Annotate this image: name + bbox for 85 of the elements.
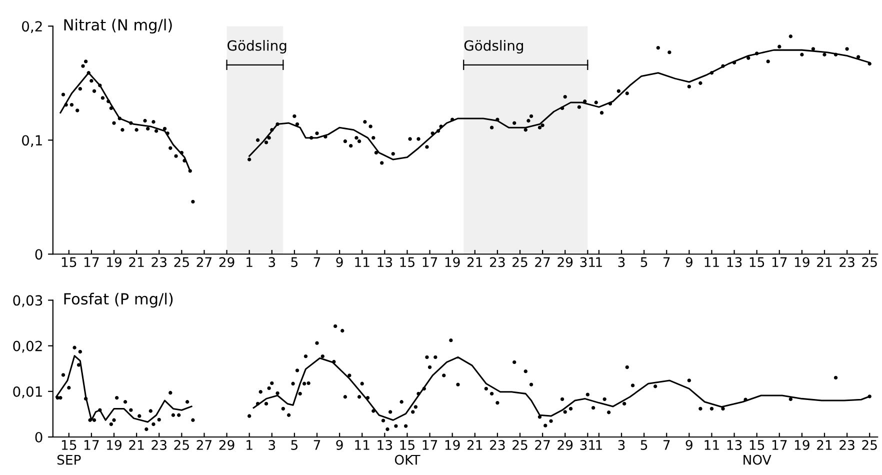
x-tick-label: 9 [336,257,343,268]
chart-title: Nitrat (N mg/l) [64,18,172,34]
x-tick-label: 23 [152,440,166,450]
x-tick-label: 7 [663,440,670,450]
x-tick-label: 1 [246,440,252,450]
band-label: Gödsling [464,40,523,54]
x-tick-label: 7 [314,440,320,450]
x-tick-label: 29 [219,257,234,268]
x-tick-label: 5 [640,257,648,268]
x-tick-label: 17 [422,440,438,450]
x-tick-label: 3 [268,257,276,268]
x-tick-label: 25 [512,440,528,450]
x-tick-label: 13 [378,257,392,268]
x-tick-label: 11 [355,257,370,267]
y-tick-label: 0,02 [13,340,42,353]
x-tick-label: 17 [772,257,787,267]
x-tick-label: 7 [314,257,320,267]
x-tick-label: 3 [618,440,625,450]
x-tick-label: 25 [174,257,189,268]
x-tick-label: 21 [817,257,832,267]
x-tick-label: 25 [862,440,877,450]
x-tick-label: 9 [336,440,343,450]
y-tick-label: 0,03 [13,295,42,308]
x-tick-label: 17 [772,440,787,450]
x-tick-label: 13 [378,440,392,450]
x-tick-label: 9 [686,440,692,450]
x-tick-label: 21 [817,440,832,450]
x-tick-label: 21 [129,440,144,450]
x-tick-label: 5 [291,440,298,450]
x-tick-label: 5 [291,257,298,268]
x-tick-label: 27 [535,257,550,267]
x-tick-label: 23 [840,257,854,268]
band-label: Gödsling [228,40,286,54]
x-tick-label: 27 [196,440,212,450]
x-tick-label: 23 [152,257,166,268]
x-tick-label: 27 [535,440,550,450]
y-tick-label: 0 [35,432,42,442]
x-tick-label: 11 [355,440,370,450]
x-tick-label: 25 [512,257,528,268]
y-tick-label: 0,1 [22,135,42,148]
y-tick-label: 0,2 [22,21,42,34]
x-tick-label: 31 [580,257,595,268]
x-tick-label: 17 [84,440,99,450]
x-tick-label: 1 [246,257,252,267]
x-tick-label: 21 [467,257,482,267]
x-tick-label: 15 [750,257,764,268]
x-tick-label: 29 [558,440,573,450]
y-tick-label: 0,01 [13,386,42,398]
x-tick-label: 17 [422,257,438,267]
x-tick-label: 29 [558,257,573,268]
x-tick-label: 5 [640,440,648,450]
x-tick-label: 15 OKT [394,440,420,465]
x-tick-label: 29 [219,440,234,450]
x-tick-label: 11 [704,440,719,450]
x-tick-label: 1 [596,257,602,267]
x-tick-label: 7 [663,257,670,267]
x-tick-label: 13 [727,440,742,450]
chart-title: Fosfat (P mg/l) [64,292,173,308]
x-tick-label: 1 [596,440,602,450]
x-tick-label: 21 [129,257,144,267]
x-tick-label: 9 [686,257,692,268]
x-tick-label: 15 NOV [744,440,772,465]
x-tick-label: 23 [490,257,505,268]
x-tick-label: 15 [62,257,76,268]
x-tick-label: 25 [862,257,877,268]
x-tick-label: 15 [400,257,414,268]
x-tick-label: 3 [268,440,276,450]
x-tick-label: 23 [840,440,854,450]
x-tick-label: 15 SEP [57,440,81,465]
x-tick-label: 27 [196,257,212,267]
x-tick-label: 19 [445,257,460,268]
x-tick-label: 19 [107,257,122,268]
y-tick-label: 0 [35,249,42,260]
x-tick-label: 19 [794,257,810,268]
x-tick-label: 23 [490,440,505,450]
x-tick-label: 13 [727,257,742,268]
x-tick-label: 19 [445,440,460,450]
x-tick-label: 19 [107,440,122,450]
x-tick-label: 3 [618,257,625,268]
x-tick-label: 19 [794,440,810,450]
x-tick-label: 17 [84,257,99,267]
x-tick-label: 21 [467,440,482,450]
x-tick-label: 11 [704,257,719,267]
x-tick-label: 31 [580,440,595,450]
x-tick-label: 25 [174,440,189,450]
